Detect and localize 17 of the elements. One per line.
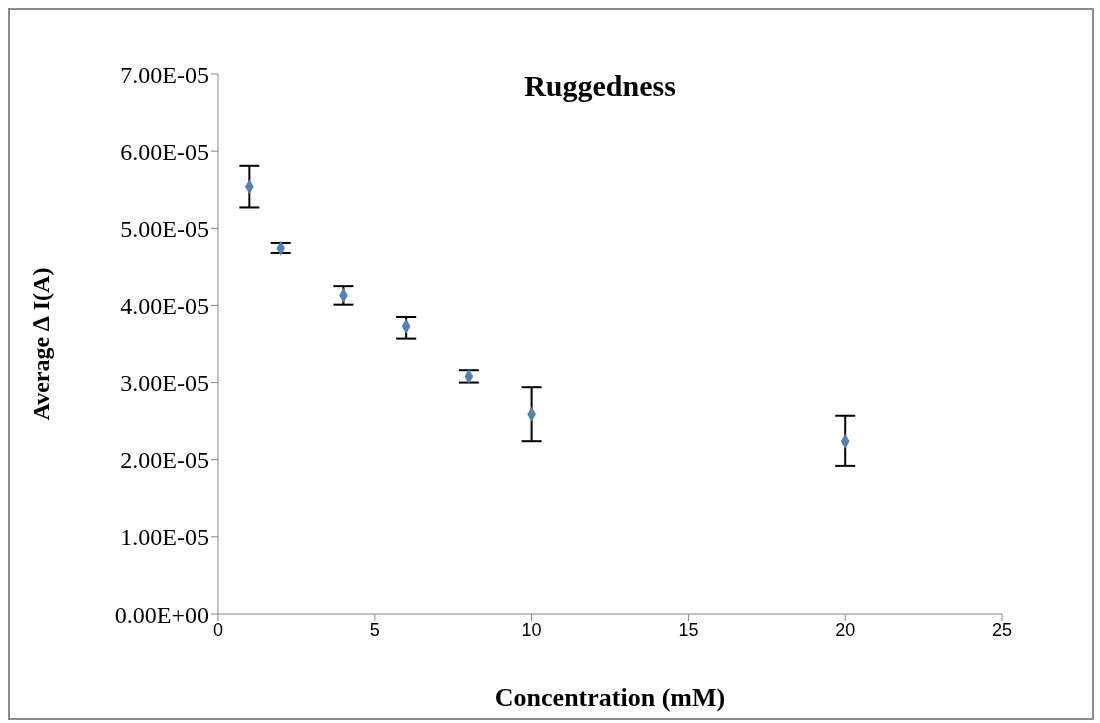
y-tick-label: 7.00E-05 bbox=[120, 61, 209, 88]
x-tick-label: 5 bbox=[369, 619, 380, 640]
y-tick-label: 5.00E-05 bbox=[120, 215, 209, 242]
y-tick-label: 1.00E-05 bbox=[120, 524, 209, 551]
y-tick-label: 0.00E+00 bbox=[114, 601, 209, 628]
y-tick-label: 2.00E-05 bbox=[120, 447, 209, 474]
x-tick-label: 15 bbox=[678, 619, 699, 640]
x-tick-label: 25 bbox=[991, 619, 1013, 640]
chart-title: Ruggedness bbox=[524, 69, 676, 102]
x-tick-label: 0 bbox=[212, 619, 224, 640]
y-tick-label: 6.00E-05 bbox=[120, 138, 209, 165]
x-tick-label: 10 bbox=[521, 619, 542, 640]
x-tick-label: 20 bbox=[835, 619, 856, 640]
x-axis-title: Concentration (mM) bbox=[494, 683, 726, 712]
y-axis-title: Average ∆ I(A) bbox=[27, 267, 54, 421]
y-tick-label: 4.00E-05 bbox=[120, 292, 209, 319]
y-tick-label: 3.00E-05 bbox=[120, 370, 209, 397]
